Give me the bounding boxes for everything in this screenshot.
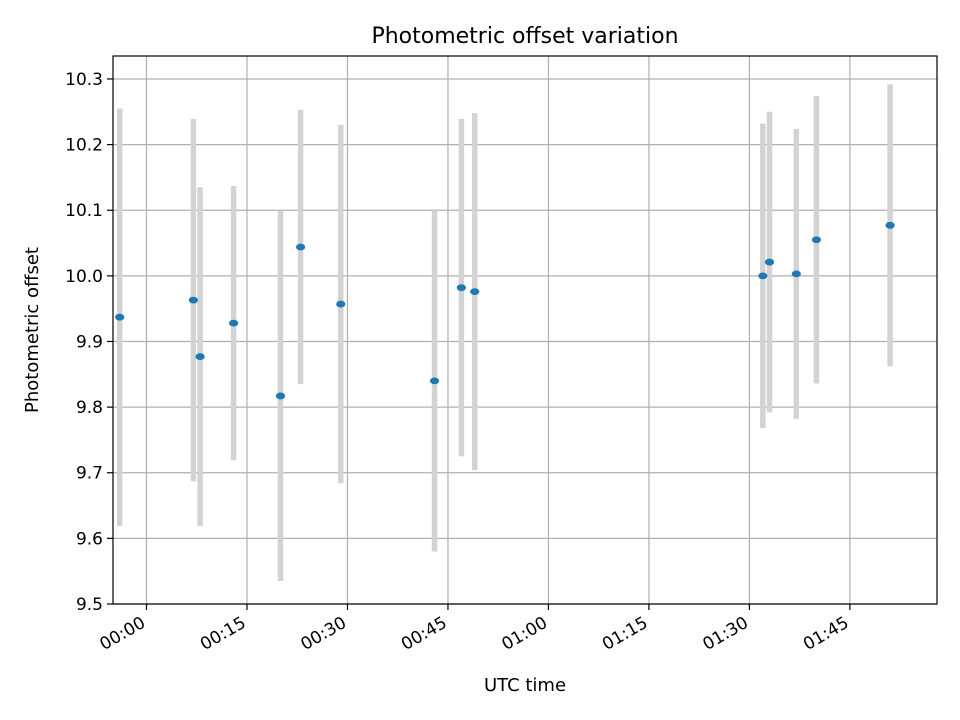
y-tick-label: 10.1 bbox=[65, 201, 103, 221]
y-tick-label: 9.6 bbox=[76, 529, 103, 549]
y-tick-label: 9.9 bbox=[76, 332, 103, 352]
x-tick-label: 01:15 bbox=[599, 613, 651, 655]
grid bbox=[113, 56, 937, 605]
plot-frame bbox=[112, 55, 938, 605]
chart-title: Photometric offset variation bbox=[371, 24, 678, 49]
data-point bbox=[470, 288, 480, 296]
data-point bbox=[295, 243, 306, 251]
y-tick-label: 10.0 bbox=[65, 267, 103, 287]
data-point bbox=[456, 284, 466, 292]
y-tick-label: 9.8 bbox=[76, 398, 103, 418]
y-tick-label: 10.2 bbox=[65, 136, 103, 156]
x-tick-label: 00:00 bbox=[97, 613, 149, 655]
x-tick-label: 00:15 bbox=[197, 613, 249, 655]
error-bars bbox=[116, 84, 893, 582]
data-point bbox=[336, 300, 346, 308]
data-point bbox=[811, 236, 822, 244]
x-tick-label: 01:45 bbox=[800, 613, 852, 655]
y-tick-label: 9.5 bbox=[76, 595, 103, 615]
data-point bbox=[791, 270, 801, 278]
y-axis-label: Photometric offset bbox=[22, 247, 43, 413]
data-point bbox=[188, 296, 198, 304]
y-tick-label: 9.7 bbox=[76, 464, 103, 484]
data-point bbox=[195, 353, 205, 360]
data-point bbox=[228, 319, 239, 327]
data-points bbox=[115, 221, 895, 400]
data-point bbox=[758, 272, 768, 280]
data-point bbox=[115, 313, 125, 321]
x-tick-label: 00:45 bbox=[398, 613, 450, 655]
data-point bbox=[275, 392, 286, 400]
data-point bbox=[764, 258, 775, 266]
y-tick-label: 10.3 bbox=[65, 70, 103, 90]
x-tick-label: 01:00 bbox=[499, 613, 551, 655]
x-tick-label: 01:30 bbox=[699, 613, 751, 655]
data-point bbox=[885, 221, 895, 229]
x-tick-label: 00:30 bbox=[298, 613, 350, 655]
data-point bbox=[429, 377, 440, 385]
x-axis-label: UTC time bbox=[484, 675, 566, 696]
